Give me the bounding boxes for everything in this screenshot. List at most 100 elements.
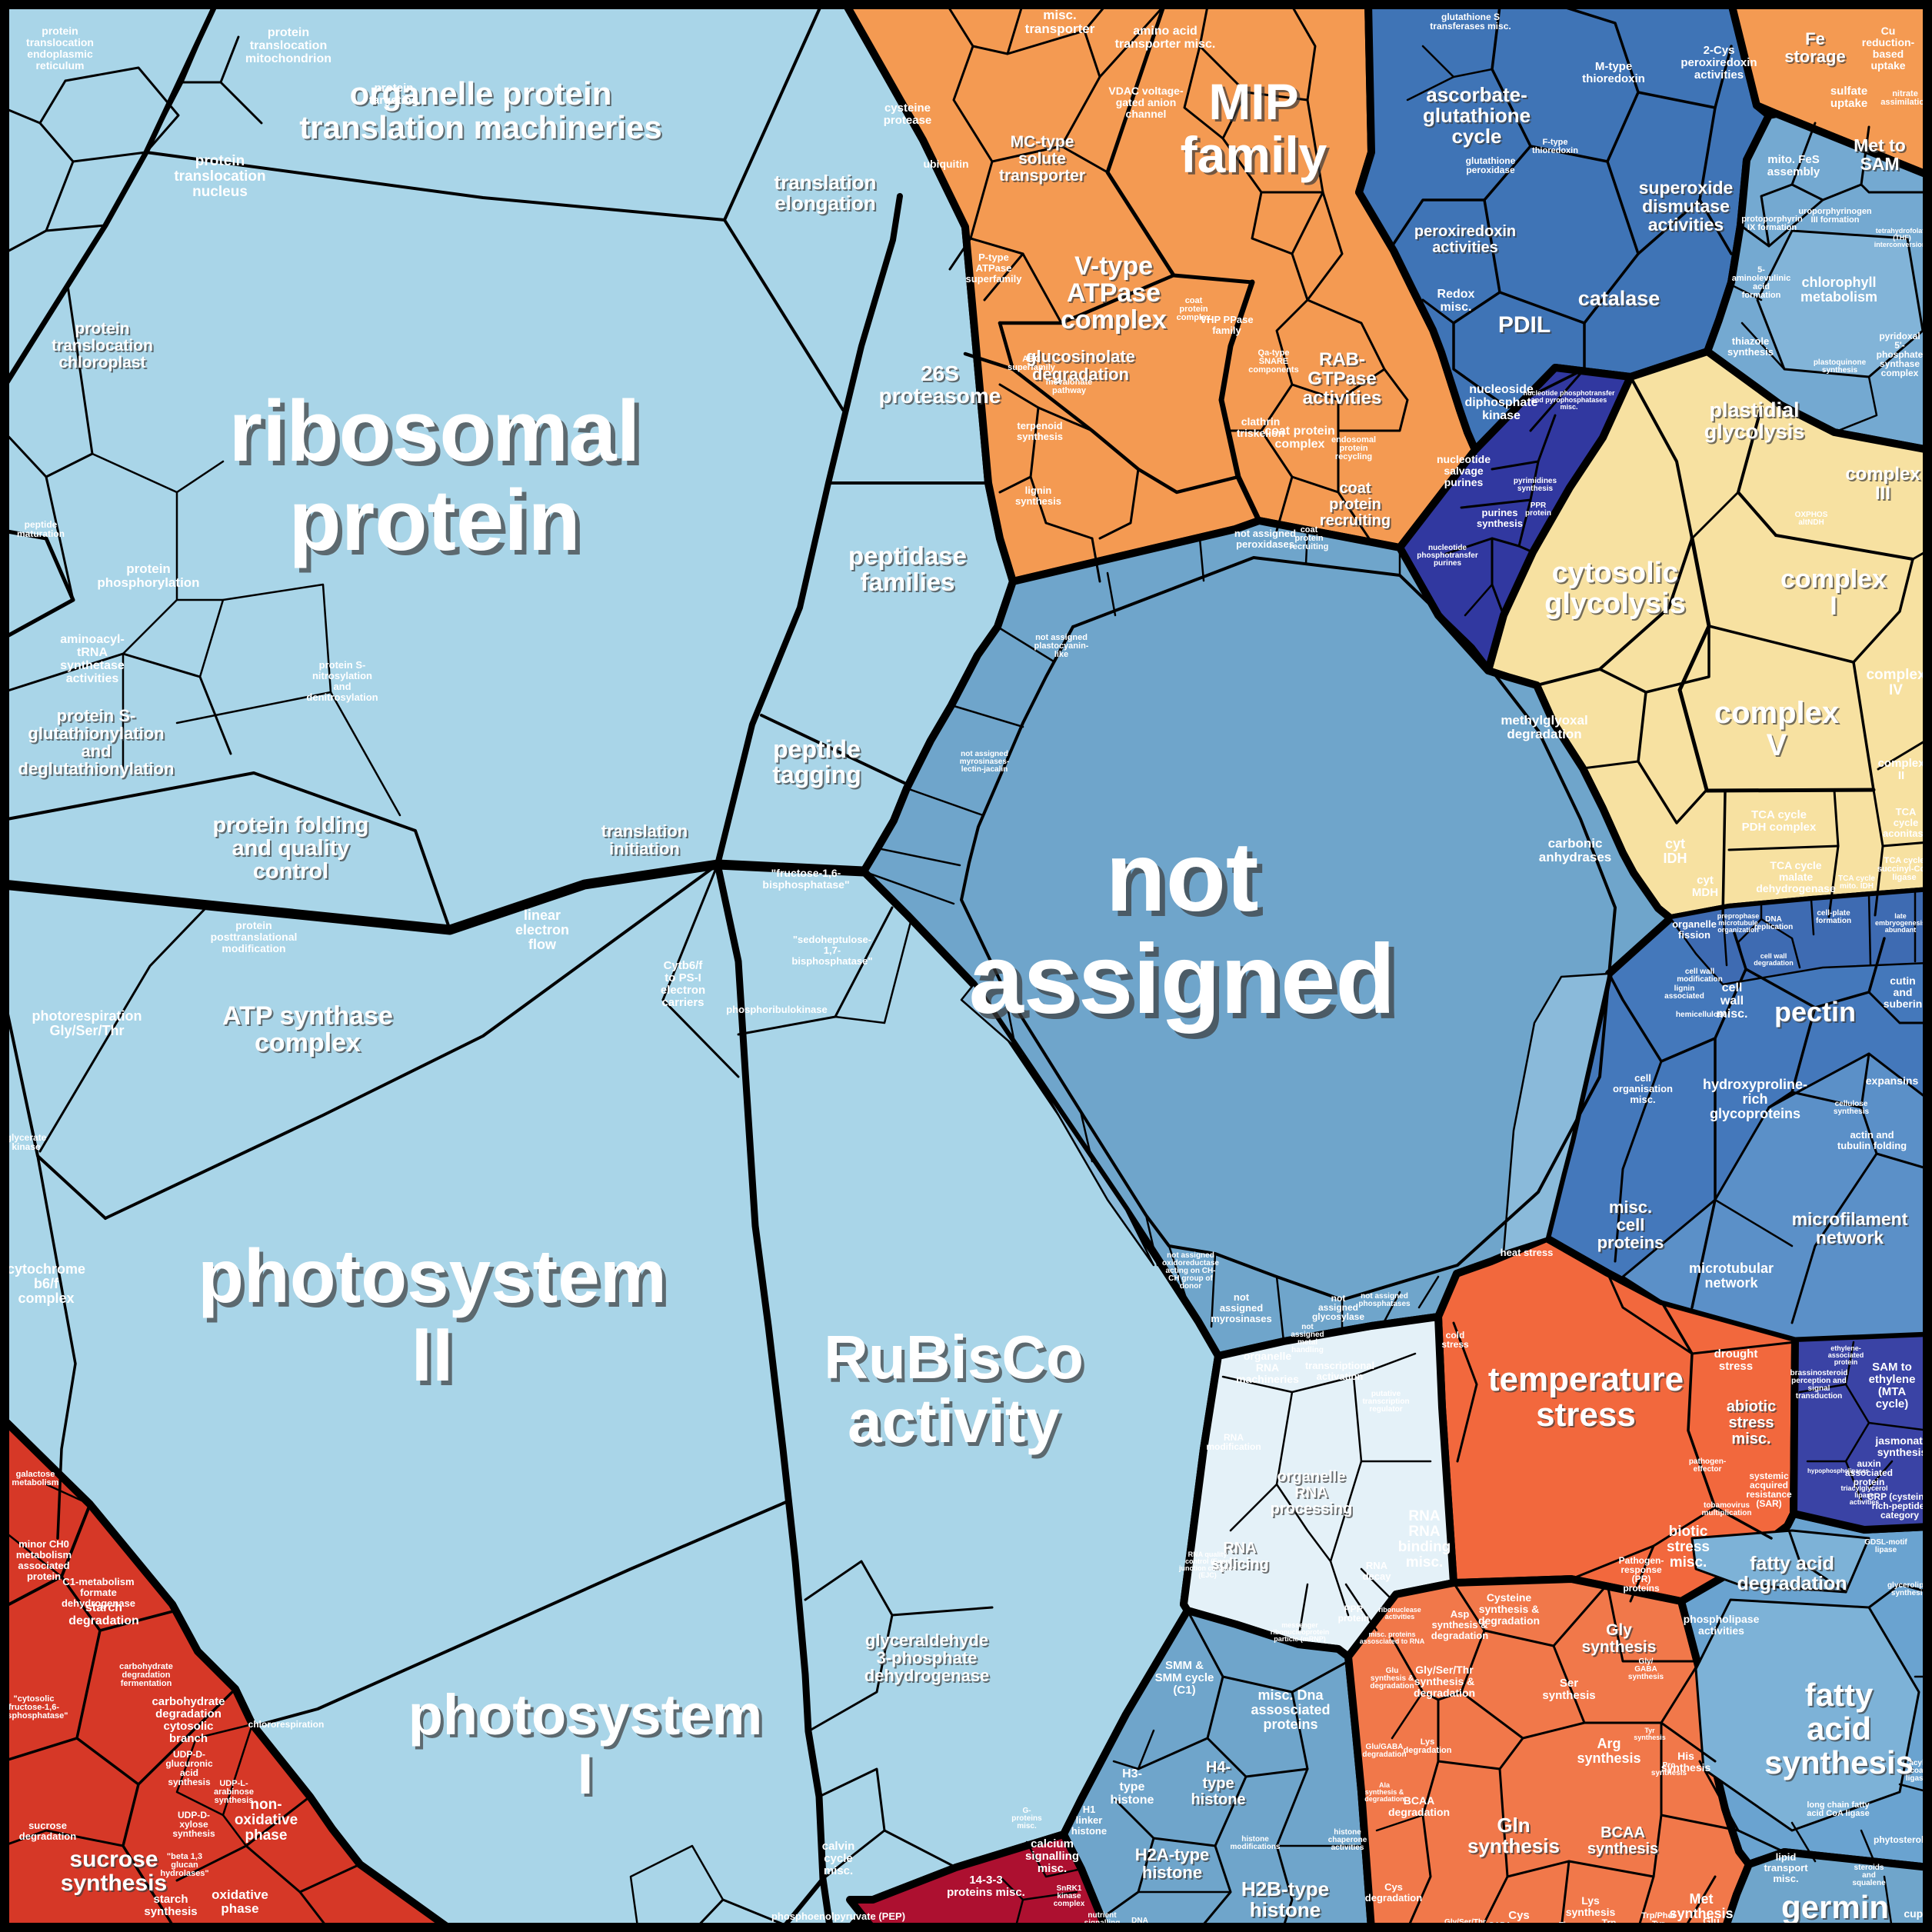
svg-text:misc.transporter: misc. transporter [1025, 8, 1095, 36]
svg-text:pathogen-effector: pathogen-effector [1689, 1457, 1726, 1474]
svg-text:phytosterols: phytosterols [1874, 1834, 1929, 1845]
svg-text:tetrahydrofolate(THF)interconv: tetrahydrofolate (THF) interconversions [1874, 227, 1930, 248]
svg-text:SMM &SMM cycle(C1): SMM & SMM cycle (C1) [1155, 1659, 1214, 1697]
svg-text:germin: germin [1781, 1889, 1889, 1925]
